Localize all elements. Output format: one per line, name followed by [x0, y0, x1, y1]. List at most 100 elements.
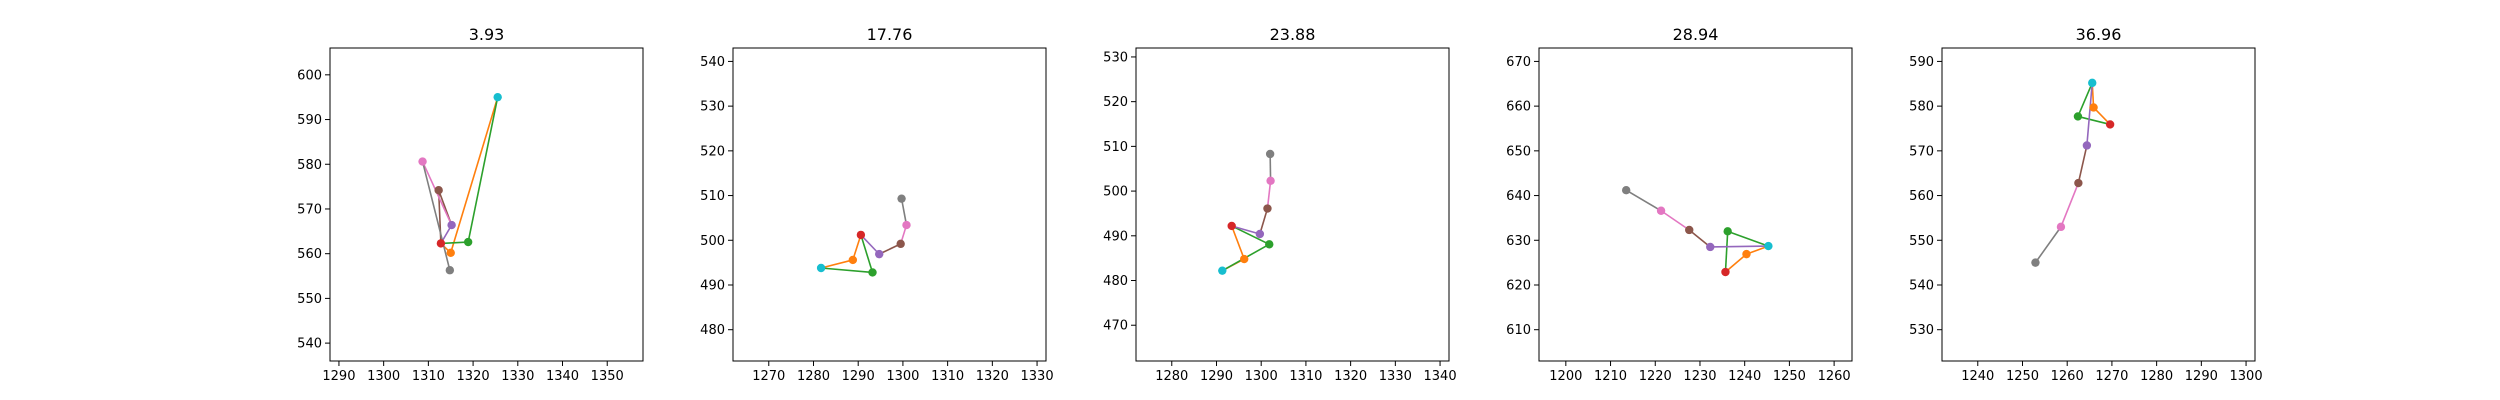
y-tick-label: 500 — [1103, 185, 1128, 200]
y-tick-label: 510 — [1103, 140, 1128, 155]
x-tick-label: 1320 — [976, 369, 1009, 384]
y-tick-label: 480 — [1103, 274, 1128, 289]
skeleton-segment — [421, 161, 451, 271]
keypoint-marker — [434, 185, 443, 195]
y-tick-label: 660 — [1506, 100, 1531, 115]
y-tick-label: 560 — [297, 247, 322, 262]
keypoint-marker — [2074, 178, 2083, 188]
skeleton-segment — [1231, 225, 1261, 235]
x-tick-label: 1240 — [1961, 369, 1994, 384]
x-tick-label: 1260 — [2051, 369, 2084, 384]
x-tick-label: 1220 — [1639, 369, 1672, 384]
keypoint-marker — [1706, 242, 1715, 252]
y-tick-label: 490 — [700, 278, 725, 293]
skeleton-segment — [860, 234, 880, 255]
x-tick-label: 1290 — [2185, 369, 2218, 384]
skeleton-segment — [1230, 225, 1245, 260]
y-tick-label: 600 — [297, 68, 322, 83]
x-tick-label: 1300 — [1245, 369, 1278, 384]
skeleton-segment — [467, 97, 499, 243]
skeleton-segment — [440, 241, 469, 245]
skeleton-segment — [1727, 230, 1769, 247]
keypoint-marker — [848, 255, 858, 265]
keypoint-marker — [436, 239, 446, 248]
keypoint-marker — [1255, 229, 1265, 239]
y-tick-label: 560 — [1909, 189, 1934, 204]
keypoint-marker — [902, 220, 911, 230]
skeleton-segment — [821, 267, 873, 274]
y-tick-label: 580 — [1909, 100, 1934, 115]
x-tick-label: 1300 — [886, 369, 919, 384]
keypoint-marker — [1685, 225, 1694, 235]
skeleton-segment — [2060, 182, 2080, 228]
x-tick-label: 1280 — [2140, 369, 2173, 384]
skeleton-segment — [900, 198, 908, 226]
y-tick-label: 470 — [1103, 319, 1128, 334]
keypoint-marker — [445, 266, 455, 275]
y-tick-label: 540 — [1909, 278, 1934, 293]
x-tick-label: 1270 — [2095, 369, 2128, 384]
y-tick-label: 550 — [297, 292, 322, 307]
x-tick-label: 1330 — [501, 369, 534, 384]
keypoint-marker — [2089, 103, 2098, 112]
keypoint-marker — [875, 249, 884, 259]
y-tick-label: 490 — [1103, 229, 1128, 244]
y-tick-label: 530 — [1909, 323, 1934, 338]
y-tick-label: 570 — [1909, 144, 1934, 159]
keypoint-marker — [868, 268, 877, 277]
keypoint-marker — [2073, 112, 2083, 121]
keypoint-marker — [1764, 241, 1773, 251]
skeleton-segment — [820, 259, 854, 269]
keypoint-marker — [2088, 78, 2097, 88]
x-tick-label: 1290 — [1200, 369, 1233, 384]
keypoint-marker — [1266, 176, 1275, 186]
keypoint-marker — [1742, 249, 1751, 259]
axes-frame — [1135, 47, 1450, 362]
keypoint-marker — [856, 230, 866, 240]
x-tick-label: 1320 — [457, 369, 490, 384]
skeleton-segment — [1660, 210, 1690, 231]
keypoint-marker — [1218, 266, 1227, 275]
y-tick-label: 530 — [700, 100, 725, 115]
keypoint-marker — [1656, 206, 1666, 215]
keypoint-marker — [1240, 254, 1249, 264]
panel-title: 23.88 — [1270, 25, 1316, 44]
keypoint-marker — [896, 239, 905, 249]
x-tick-label: 1350 — [591, 369, 624, 384]
skeleton-segment — [2077, 115, 2111, 126]
y-tick-label: 570 — [297, 202, 322, 217]
y-tick-label: 520 — [1103, 95, 1128, 110]
x-tick-label: 1340 — [1424, 369, 1457, 384]
y-tick-label: 590 — [1909, 55, 1934, 70]
y-tick-label: 550 — [1909, 234, 1934, 249]
skeleton-segment — [1724, 231, 1729, 273]
x-tick-label: 1330 — [1021, 369, 1054, 384]
x-tick-label: 1280 — [1155, 369, 1188, 384]
keypoint-marker — [2031, 258, 2040, 267]
keypoint-marker — [1263, 204, 1272, 213]
panel-3: 23.88 1280 1290 1300 1310 1320 1330 1340 470 480 4… — [1103, 25, 1456, 384]
x-tick-label: 1250 — [2006, 369, 2039, 384]
panel-2: 17.76 1270 1280 1290 1300 1310 1320 1330 480 490 5… — [700, 25, 1053, 384]
y-tick-label: 670 — [1506, 55, 1531, 70]
panel-4: 28.94 1200 1210 1220 1230 1240 1250 1260 610 620 6… — [1506, 25, 1853, 384]
x-tick-label: 1270 — [752, 369, 785, 384]
y-tick-label: 620 — [1506, 278, 1531, 293]
keypoint-marker — [447, 220, 456, 230]
panel-1: 3.93 1290 1300 1310 1320 1330 1340 1350 540 550 56… — [297, 25, 644, 384]
skeleton-segment — [2077, 82, 2093, 117]
panel-title: 28.94 — [1673, 25, 1719, 44]
x-tick-label: 1280 — [797, 369, 830, 384]
keypoint-marker — [463, 237, 473, 247]
x-tick-label: 1300 — [367, 369, 400, 384]
x-tick-label: 1310 — [1289, 369, 1322, 384]
keypoint-marker — [816, 263, 826, 273]
skeleton-segment — [1724, 253, 1747, 273]
x-tick-label: 1300 — [2230, 369, 2263, 384]
x-tick-label: 1210 — [1594, 369, 1627, 384]
x-tick-label: 1310 — [412, 369, 445, 384]
axes-frame — [329, 47, 644, 362]
keypoint-marker — [1265, 149, 1275, 159]
keypoint-marker — [446, 248, 455, 257]
keypoint-marker — [2056, 222, 2066, 232]
